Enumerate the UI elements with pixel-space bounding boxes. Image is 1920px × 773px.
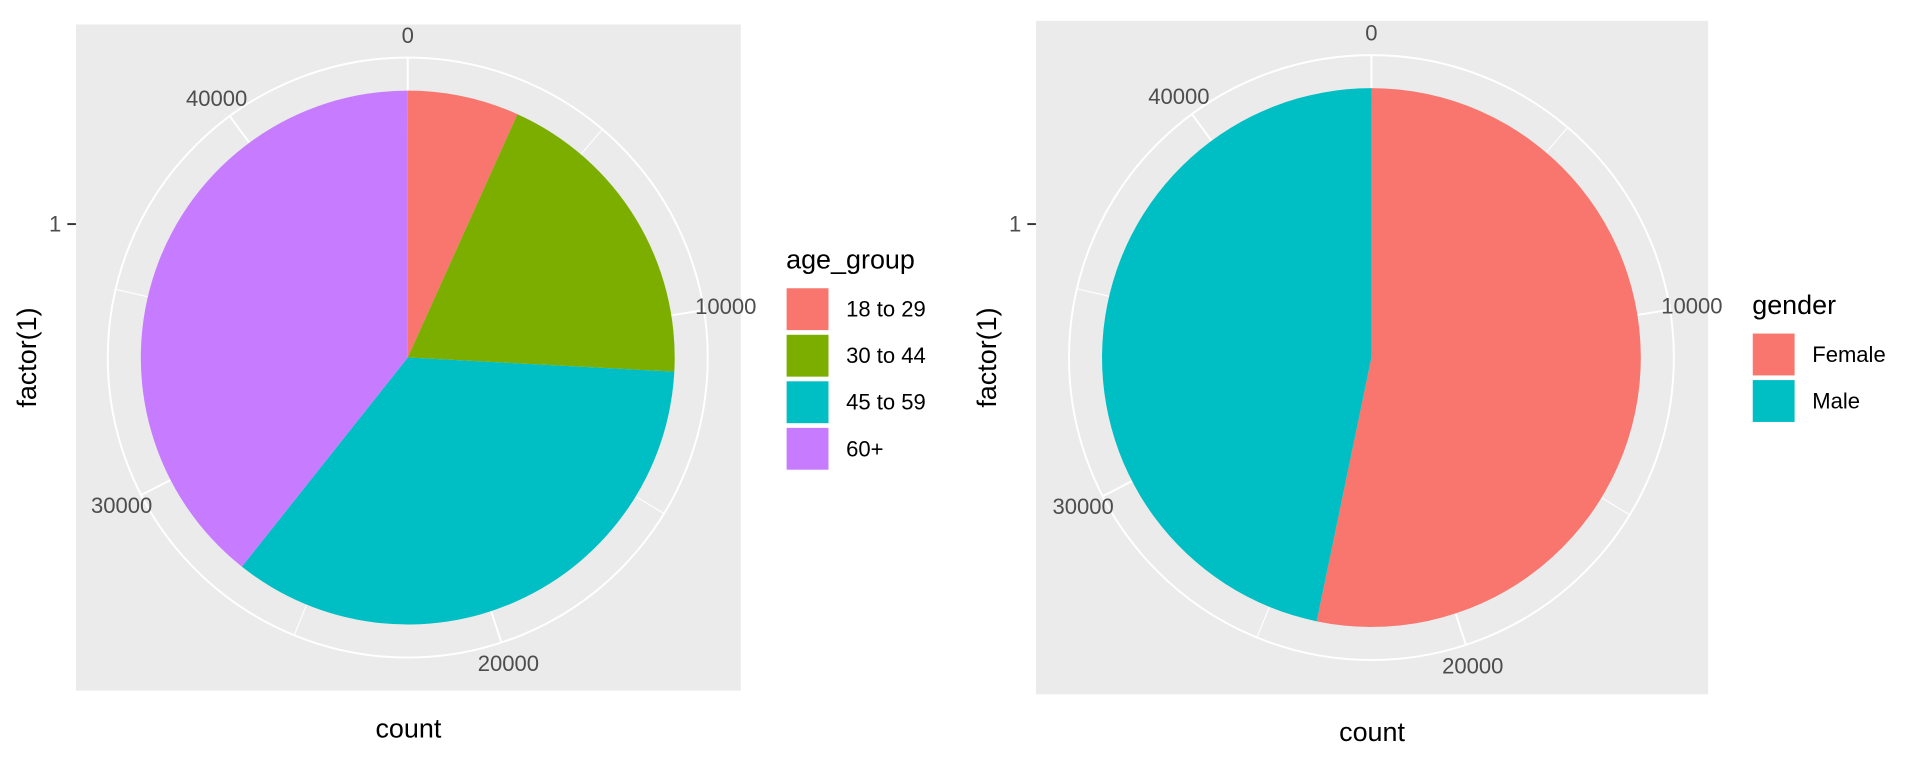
legend-key-female — [1751, 332, 1796, 377]
pie-slice-male — [1102, 88, 1372, 622]
y-tick-label: 1 — [1009, 212, 1021, 237]
pie-slice-18-to-29 — [407, 90, 518, 358]
legend-label: 45 to 59 — [846, 390, 926, 415]
angular-grid-line — [1637, 308, 1671, 316]
legend-label: 18 to 29 — [846, 297, 926, 322]
y-axis-title: factor(1) — [12, 307, 42, 407]
angular-grid-line — [293, 604, 308, 636]
y-axis-title: factor(1) — [972, 307, 1002, 407]
pie-slice-60- — [140, 90, 408, 567]
x-axis-title: count — [375, 714, 441, 744]
angular-grid-line — [115, 288, 148, 298]
angular-grid-line — [228, 115, 251, 144]
angular-grid-line — [1102, 480, 1133, 498]
angular-grid-line — [635, 495, 665, 515]
angular-tick-label: 0 — [1365, 21, 1377, 46]
angular-tick-label: 10000 — [695, 294, 756, 319]
angular-grid-line — [490, 610, 503, 643]
pie-slice-45-to-59 — [241, 357, 675, 625]
angular-tick-label: 30000 — [91, 493, 152, 518]
legend-label: Female — [1812, 342, 1885, 367]
angular-tick-label: 10000 — [1661, 294, 1722, 319]
legend-title: gender — [1752, 290, 1836, 320]
legend-key-45-to-59 — [785, 380, 830, 425]
angular-grid-line — [580, 128, 603, 155]
angular-tick-label: 40000 — [186, 86, 247, 111]
angular-grid-line — [1191, 113, 1213, 142]
angular-grid-line — [1545, 127, 1569, 153]
angular-tick-label: 20000 — [1442, 653, 1503, 678]
pie-slice-30-to-44 — [407, 114, 675, 372]
angular-tick-label: 20000 — [478, 651, 539, 676]
legend-key-18-to-29 — [785, 287, 830, 332]
legend-key-male — [1751, 379, 1796, 423]
angular-tick-label: 0 — [402, 23, 414, 48]
legend-key-30-to-44 — [785, 333, 830, 378]
angular-grid-line — [1601, 497, 1631, 516]
angular-tick-label: 30000 — [1052, 494, 1113, 519]
angular-tick-label: 40000 — [1148, 84, 1209, 109]
angular-grid-line — [671, 309, 705, 317]
angular-grid-line — [140, 479, 172, 497]
x-axis-title: count — [1339, 717, 1405, 747]
y-tick-label: 1 — [49, 212, 61, 237]
angular-grid-line — [1454, 613, 1467, 646]
legend-title: age_group — [786, 245, 915, 275]
legend-label: 30 to 44 — [846, 343, 926, 368]
angular-grid-line — [1076, 288, 1110, 297]
legend-label: Male — [1812, 389, 1860, 414]
angular-grid-line — [1256, 606, 1270, 638]
legend-key-60- — [785, 426, 830, 471]
pie-slice-female — [1316, 88, 1641, 627]
legend-label: 60+ — [846, 436, 883, 461]
